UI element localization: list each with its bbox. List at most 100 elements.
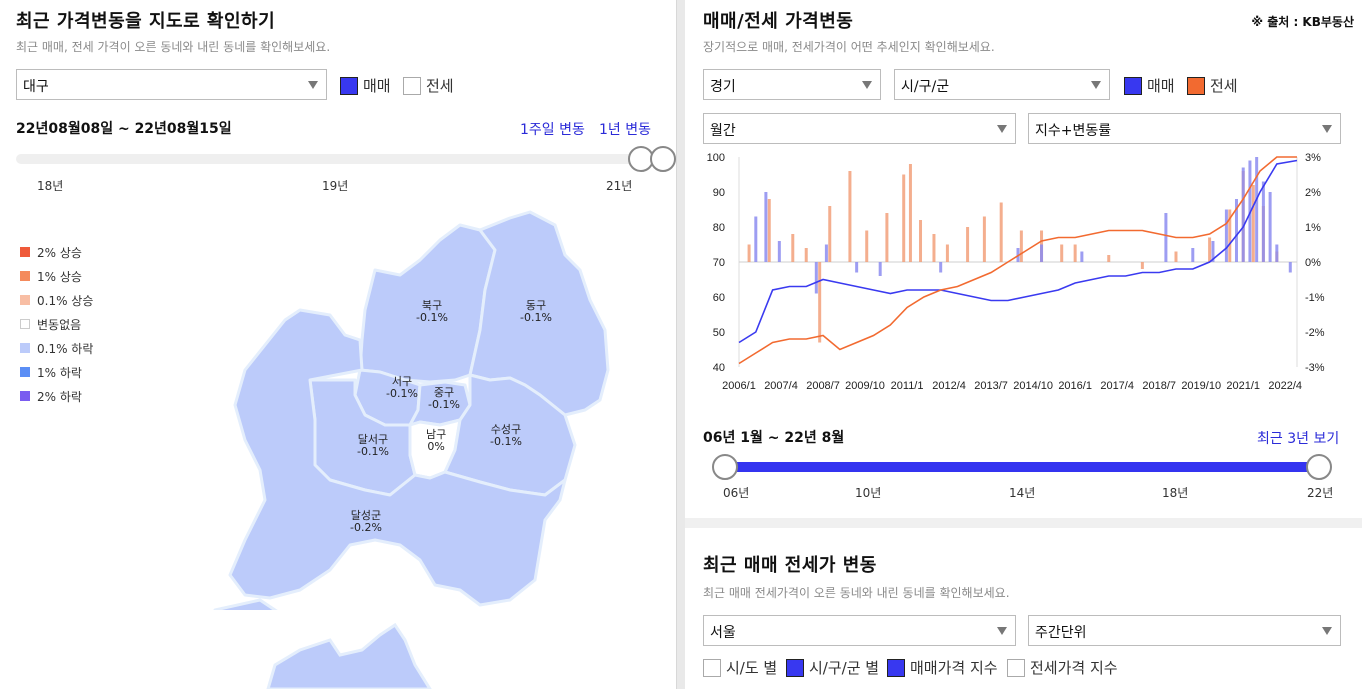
chevron-down-icon	[997, 627, 1007, 635]
x-tick-label: 2013/7	[974, 380, 1008, 392]
trend-sale-label: 매매	[1147, 77, 1175, 95]
jeonse-change-bar	[945, 244, 949, 262]
by-district-checkbox[interactable]: 시/구/군 별	[786, 657, 879, 678]
daegu-district-map	[213, 210, 610, 689]
trend-sale-checkbox[interactable]: 매매	[1124, 75, 1175, 96]
sale-index-label: 매매가격 지수	[910, 659, 998, 677]
y-right-tick-label: -2%	[1305, 327, 1325, 339]
region-select-value: 대구	[23, 79, 49, 95]
slider-tick: 10년	[855, 486, 882, 500]
y-left-tick-label: 50	[713, 327, 725, 339]
sale-change-bar	[1241, 167, 1245, 262]
sale-change-bar	[814, 262, 818, 294]
district-dalseonggun[interactable]	[228, 308, 567, 607]
jeonse-index-line	[738, 156, 1297, 365]
y-right-tick-label: 3%	[1305, 152, 1321, 164]
y-left-tick-label: 100	[707, 152, 725, 164]
region-select[interactable]: 대구	[16, 69, 327, 100]
map-date-slider[interactable]	[16, 154, 650, 164]
chevron-down-icon	[862, 81, 872, 89]
slider-handle-end[interactable]	[650, 146, 676, 172]
y-right-tick-label: 0%	[1305, 257, 1321, 269]
legend-label: 0.1% 하락	[37, 341, 94, 356]
mode-select[interactable]: 지수+변동률	[1028, 113, 1341, 144]
unit-select[interactable]: 주간단위	[1028, 615, 1341, 646]
sale-change-bar	[1164, 213, 1168, 262]
checkbox-unchecked-icon	[1007, 658, 1025, 677]
map-section-subtitle: 최근 매매, 전세 가격이 오른 동네와 내린 동네를 확인해보세요.	[16, 40, 331, 54]
district-donggu[interactable]	[468, 210, 610, 417]
sale-checkbox[interactable]: 매매	[340, 75, 391, 96]
range-handle-end[interactable]	[1306, 454, 1332, 480]
legend-swatch	[20, 295, 30, 305]
y-right-tick-label: 2%	[1305, 187, 1321, 199]
bottom-region-select[interactable]: 서울	[703, 615, 1016, 646]
province-select-value: 경기	[710, 79, 736, 95]
slider-tick: 18년	[1162, 486, 1189, 500]
jeonse-change-bar	[1073, 244, 1077, 262]
x-tick-label: 2014/10	[1013, 380, 1053, 392]
slider-tick: 21년	[606, 179, 633, 193]
map-legend: 2% 상승 1% 상승 0.1% 상승 변동없음 0.1% 하락 1% 하락 2…	[20, 240, 93, 408]
checkbox-unchecked-icon	[703, 658, 721, 677]
jeonse-change-bar	[767, 199, 771, 262]
period-select[interactable]: 월간	[703, 113, 1016, 144]
recent-change-title: 최근 매매 전세가 변동	[703, 555, 877, 576]
sale-checkbox-label: 매매	[363, 77, 391, 95]
x-tick-label: 2011/1	[891, 380, 924, 392]
map-section-title: 최근 가격변동을 지도로 확인하기	[16, 11, 276, 32]
slider-handle-start[interactable]	[628, 146, 654, 172]
sale-change-bar	[1080, 251, 1084, 262]
jeonse-change-bar	[982, 216, 986, 262]
trend-jeonse-checkbox[interactable]: 전세	[1187, 75, 1238, 96]
slider-tick: 19년	[322, 179, 349, 193]
legend-item: 0.1% 상승	[20, 288, 93, 312]
jeonse-checkbox[interactable]: 전세	[403, 75, 454, 96]
one-week-change-link[interactable]: 1주일 변동	[520, 122, 585, 138]
sale-index-checkbox[interactable]: 매매가격 지수	[887, 657, 998, 678]
province-select[interactable]: 경기	[703, 69, 881, 100]
x-tick-label: 2006/1	[722, 380, 756, 392]
mode-select-value: 지수+변동률	[1035, 123, 1112, 139]
checkbox-checked-icon	[1187, 76, 1205, 95]
trend-section-subtitle: 장기적으로 매매, 전세가격이 어떤 추세인지 확인해보세요.	[703, 40, 995, 54]
jeonse-change-bar	[791, 234, 795, 262]
chevron-down-icon	[1322, 627, 1332, 635]
checkbox-unchecked-icon	[403, 76, 421, 95]
by-province-label: 시/도 별	[726, 659, 778, 677]
by-province-checkbox[interactable]: 시/도 별	[703, 657, 777, 678]
y-right-tick-label: 1%	[1305, 222, 1321, 234]
jeonse-change-bar	[1060, 244, 1064, 262]
sale-change-bar	[1288, 262, 1292, 273]
x-tick-label: 2017/4	[1100, 380, 1134, 392]
y-right-tick-label: -3%	[1305, 362, 1325, 374]
district-select[interactable]: 시/구/군	[894, 69, 1110, 100]
y-left-tick-label: 90	[713, 187, 725, 199]
map-panel: 최근 가격변동을 지도로 확인하기 최근 매매, 전세 가격이 오른 동네와 내…	[0, 0, 676, 689]
checkbox-checked-icon	[786, 658, 804, 677]
jeonse-index-label: 전세가격 지수	[1030, 659, 1118, 677]
sale-change-bar	[824, 244, 828, 262]
one-year-change-link[interactable]: 1년 변동	[599, 122, 651, 138]
jeonse-change-bar	[908, 164, 912, 262]
district-label-seogu: 서구 -0.1%	[386, 375, 418, 400]
range-handle-start[interactable]	[712, 454, 738, 480]
jeonse-change-bar	[1208, 237, 1212, 262]
jeonse-change-bar	[932, 234, 936, 262]
sale-change-bar	[1268, 192, 1272, 262]
x-tick-label: 2016/1	[1058, 380, 1092, 392]
jeonse-index-checkbox[interactable]: 전세가격 지수	[1007, 657, 1118, 678]
period-select-value: 월간	[710, 123, 736, 139]
jeonse-change-bar	[865, 230, 869, 262]
x-tick-label: 2012/4	[932, 380, 966, 392]
region-shape	[266, 622, 432, 689]
chevron-down-icon	[1091, 81, 1101, 89]
recent-3-years-link[interactable]: 최근 3년 보기	[1257, 431, 1340, 447]
sale-change-bar	[1234, 199, 1238, 262]
slider-tick: 18년	[37, 179, 64, 193]
y-right-tick-label: -1%	[1305, 292, 1325, 304]
jeonse-change-bar	[1140, 262, 1144, 269]
legend-item: 1% 상승	[20, 264, 93, 288]
slider-tick: 14년	[1009, 486, 1036, 500]
sale-change-bar	[1040, 244, 1044, 262]
